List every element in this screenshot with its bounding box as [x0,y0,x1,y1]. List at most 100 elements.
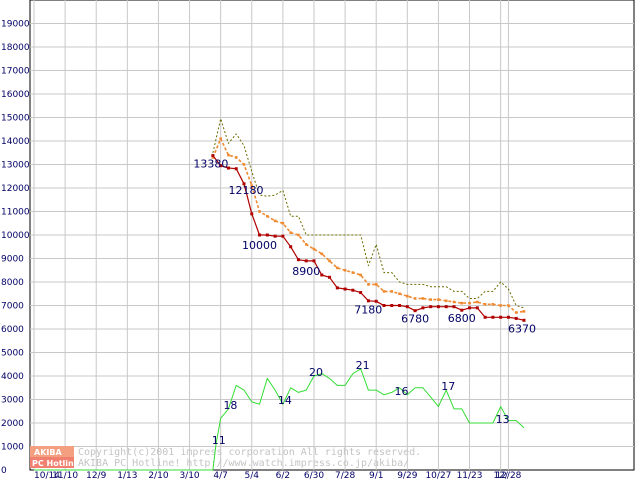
point-avg_price [406,294,409,298]
watermark: AKIBA PC Hotline! Copyright(c)2001 impre… [30,446,421,469]
price-data-label: 8900 [292,265,320,278]
price-data-label: 6370 [508,322,536,335]
point-avg_price [514,311,518,314]
price-data-label: 7180 [354,303,382,316]
point-avg_price [289,231,292,234]
x-tick-label: 12/9 [86,471,106,480]
x-tick-label: 10/14 [34,471,60,480]
point-min_price [405,305,409,309]
y-tick-label: 0 [1,466,7,476]
y-tick-label: 16000 [1,90,30,100]
point-min_price [219,164,223,168]
y-tick-label: 6000 [1,325,24,335]
series-layer [34,118,526,471]
point-avg_price [328,259,331,263]
count-data-label: 14 [278,394,292,407]
count-data-label: 17 [441,380,455,393]
point-avg_price [476,300,479,304]
point-avg_price [468,301,471,305]
point-avg_price [211,156,215,159]
x-tick-label: 9/29 [397,471,417,480]
y-tick-label: 17000 [1,67,30,77]
point-min_price [289,245,293,249]
x-tick-label: 4/7 [213,471,227,480]
price-data-label: 12180 [228,184,263,197]
x-tick-label: 3/10 [179,471,199,480]
point-min_price [436,305,440,309]
point-avg_price [351,271,355,274]
y-tick-label: 9000 [1,255,24,265]
x-tick-label: 1/13 [117,471,137,480]
point-min_price [335,286,339,290]
count-data-label: 16 [395,385,409,398]
point-avg_price [297,233,300,237]
x-tick-label: 11/23 [457,471,483,480]
point-min_price [250,212,254,216]
y-tick-label: 12000 [1,184,30,194]
y-tick-label: 8000 [1,278,24,288]
count-data-label: 21 [356,359,370,372]
point-avg_price [374,283,378,286]
x-tick-label: 12/28 [495,471,521,480]
point-avg_price [320,252,324,256]
point-avg_price [437,298,440,301]
point-min_price [382,304,386,307]
point-min_price [366,299,370,303]
point-avg_price [234,156,238,159]
y-tick-label: 4000 [1,372,24,382]
y-tick-label: 18000 [1,43,30,53]
point-min_price [328,275,332,279]
point-min_price [491,315,495,319]
point-avg_price [421,297,425,300]
y-tick-label: 3000 [1,396,24,406]
count-data-label: 13 [496,413,510,426]
point-avg_price [227,153,230,157]
point-min_price [444,305,448,309]
point-avg_price [367,283,370,286]
point-min_price [234,167,238,171]
point-min_price [359,291,363,295]
series-line-max_price [212,118,525,309]
price-data-label: 6800 [448,312,476,325]
point-min_price [242,182,246,186]
point-min_price [483,315,487,319]
y-tick-label: 1000 [1,443,24,453]
x-tick-label: 12/ [493,471,508,480]
point-min_price [226,166,230,170]
y-tick-label: 10000 [1,231,30,241]
y-axis-ticks: 0 1000 2000 3000 4000 5000 6000 7000 8000 9000 100… [1,20,30,477]
point-avg_price [413,297,417,300]
watermark-copyright: Copyright(c)2001 impress corporation All… [78,447,421,458]
point-avg_price [398,292,401,296]
point-min_price [514,316,518,320]
point-min_price [281,234,285,238]
point-min_price [258,233,262,237]
akiba-logo: AKIBA PC Hotline! [30,446,83,468]
point-avg_price [281,221,285,225]
point-avg_price [522,310,526,313]
series-line-shop_count [34,368,525,471]
y-tick-label: 19000 [1,20,30,30]
point-avg_price [460,301,464,305]
point-avg_price [250,184,254,187]
point-min_price [429,305,433,309]
x-tick-label: 11/10 [52,471,78,480]
point-avg_price [219,137,222,140]
point-avg_price [444,299,448,303]
point-avg_price [483,303,487,306]
point-min_price [211,154,215,158]
point-avg_price [258,210,261,213]
price-data-label: 10000 [242,239,277,252]
y-tick-label: 15000 [1,114,30,124]
point-min_price [522,318,526,322]
point-min_price [413,309,417,313]
point-min_price [398,304,402,307]
point-avg_price [382,290,386,293]
point-avg_price [304,243,308,246]
point-min_price [351,288,355,292]
y-tick-label: 7000 [1,302,24,312]
point-avg_price [390,290,394,293]
point-min_price [421,306,425,310]
y-tick-label: 13000 [1,161,30,171]
